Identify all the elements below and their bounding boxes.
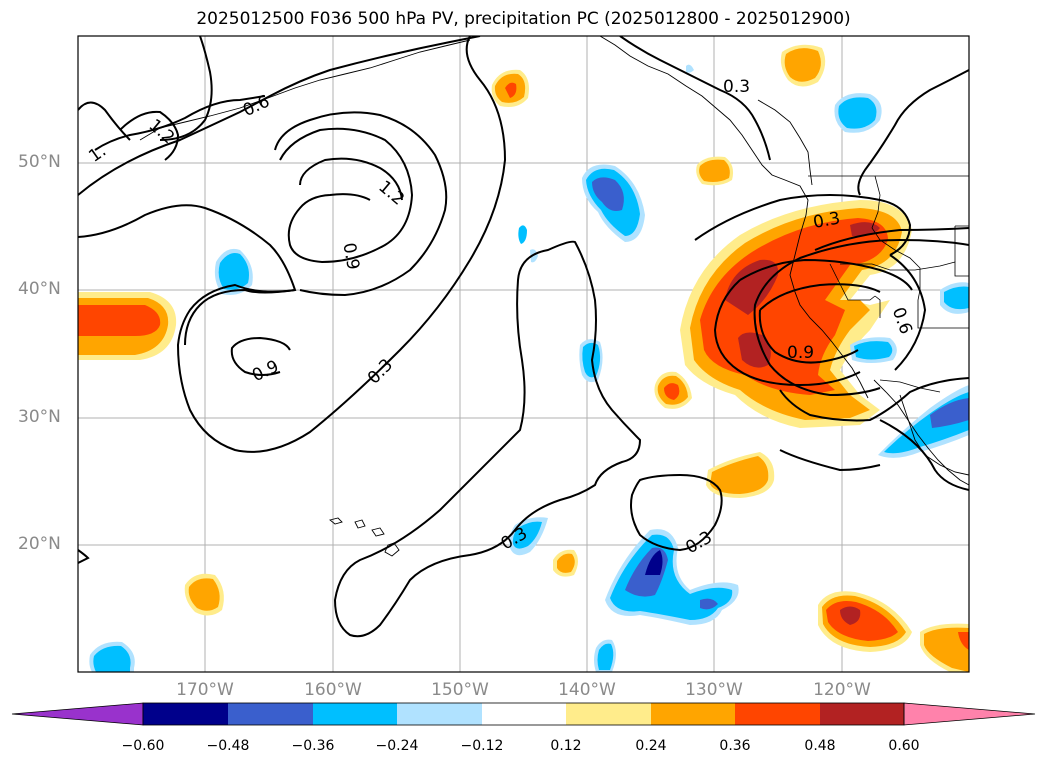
precip-positive-small bbox=[184, 44, 969, 672]
colorbar-segment bbox=[313, 703, 397, 725]
colorbar-segment bbox=[651, 703, 735, 725]
chart-title: 2025012500 F036 500 hPa PV, precipitatio… bbox=[196, 9, 851, 29]
lon-label: 120°W bbox=[813, 680, 871, 700]
lon-label: 140°W bbox=[558, 680, 616, 700]
pv-contours bbox=[78, 36, 969, 638]
colorbar-tick-label: −0.36 bbox=[291, 738, 335, 754]
colorbar-tick-label: −0.60 bbox=[121, 738, 165, 754]
contour-label: 0.9 bbox=[787, 343, 814, 363]
colorbar bbox=[11, 702, 1036, 726]
map-frame bbox=[77, 35, 970, 673]
colorbar-segment bbox=[820, 703, 904, 725]
colorbar-segment bbox=[228, 703, 313, 725]
colorbar-tick-label: 0.48 bbox=[804, 738, 836, 754]
lat-label: 30°N bbox=[18, 407, 61, 427]
colorbar-tick-label: −0.24 bbox=[375, 738, 419, 754]
lat-label: 50°N bbox=[18, 152, 61, 172]
contour-label: 0.3 bbox=[723, 77, 750, 97]
lon-label: 130°W bbox=[685, 680, 743, 700]
precip-positive-left bbox=[78, 292, 177, 360]
colorbar-tick-label: 0.36 bbox=[719, 738, 751, 754]
lat-label: 20°N bbox=[18, 534, 61, 554]
colorbar-extend-min bbox=[11, 702, 144, 726]
colorbar-tick-label: 0.24 bbox=[635, 738, 667, 754]
lon-label: 150°W bbox=[431, 680, 489, 700]
colorbar-segment bbox=[397, 703, 482, 725]
borders bbox=[808, 175, 969, 393]
lon-label: 170°W bbox=[176, 680, 234, 700]
colorbar-segment bbox=[735, 703, 820, 725]
colorbar-extend-max bbox=[903, 702, 1036, 726]
lon-label: 160°W bbox=[304, 680, 362, 700]
colorbar-tick-label: 0.60 bbox=[888, 738, 920, 754]
colorbar-tick-label: 0.12 bbox=[550, 738, 582, 754]
colorbar-segment bbox=[566, 703, 651, 725]
colorbar-tick-label: −0.12 bbox=[460, 738, 504, 754]
colorbar-segment bbox=[482, 703, 566, 725]
lat-label: 40°N bbox=[18, 279, 61, 299]
colorbar-segment bbox=[143, 703, 228, 725]
precip-negative bbox=[89, 64, 969, 672]
contour-label: 0.9 bbox=[338, 241, 362, 271]
gridlines bbox=[78, 36, 969, 672]
contour-label: 0.3 bbox=[812, 209, 842, 233]
colorbar-tick-label: −0.48 bbox=[206, 738, 250, 754]
